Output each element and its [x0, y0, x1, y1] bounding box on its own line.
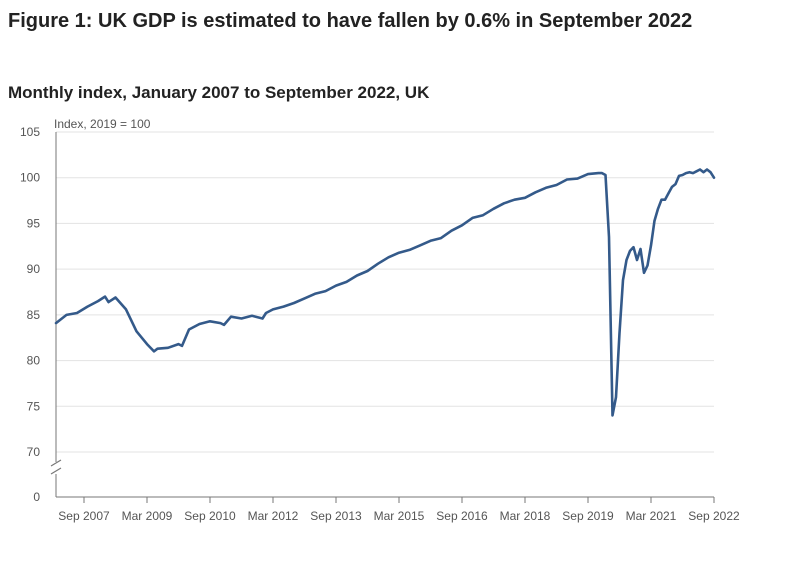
x-tick-label: Mar 2009: [122, 509, 173, 523]
y-axis-unit-label: Index, 2019 = 100: [54, 117, 151, 131]
grid-lines: [56, 131, 714, 453]
x-tick-label: Mar 2012: [248, 509, 299, 523]
chart-title: Figure 1: UK GDP is estimated to have fa…: [8, 10, 693, 32]
x-tick-label: Mar 2018: [500, 509, 551, 523]
y-tick-label: 75: [27, 399, 41, 413]
y-tick-label: 95: [27, 216, 41, 230]
y-tick-label: 105: [20, 125, 40, 139]
y-tick-label: 90: [27, 262, 41, 276]
x-tick-label: Mar 2021: [626, 509, 677, 523]
axis-break-mark: [50, 459, 62, 475]
y-tick-label: 80: [27, 354, 41, 368]
y-tick-label: 70: [27, 445, 41, 459]
chart-subtitle: Monthly index, January 2007 to September…: [8, 83, 430, 102]
y-tick-label: 100: [20, 171, 40, 185]
x-axis: Sep 2007 Mar 2009 Sep 2010 Mar 2012 Sep 2013…: [56, 496, 740, 523]
x-tick-label: Sep 2007: [58, 509, 110, 523]
x-tick-label: Sep 2022: [688, 509, 740, 523]
series-layer: [54, 168, 716, 417]
x-tick-label: Mar 2015: [374, 509, 425, 523]
y-axis: 105 100 95 90 85 80 75 70 0: [20, 125, 62, 504]
x-tick-label: Sep 2010: [184, 509, 236, 523]
x-tick-label: Sep 2013: [310, 509, 362, 523]
x-tick-label: Sep 2016: [436, 509, 488, 523]
x-tick-label: Sep 2019: [562, 509, 614, 523]
y-tick-label: 85: [27, 308, 41, 322]
gdp-series-line: [54, 168, 716, 417]
y-tick-label: 0: [33, 490, 40, 504]
